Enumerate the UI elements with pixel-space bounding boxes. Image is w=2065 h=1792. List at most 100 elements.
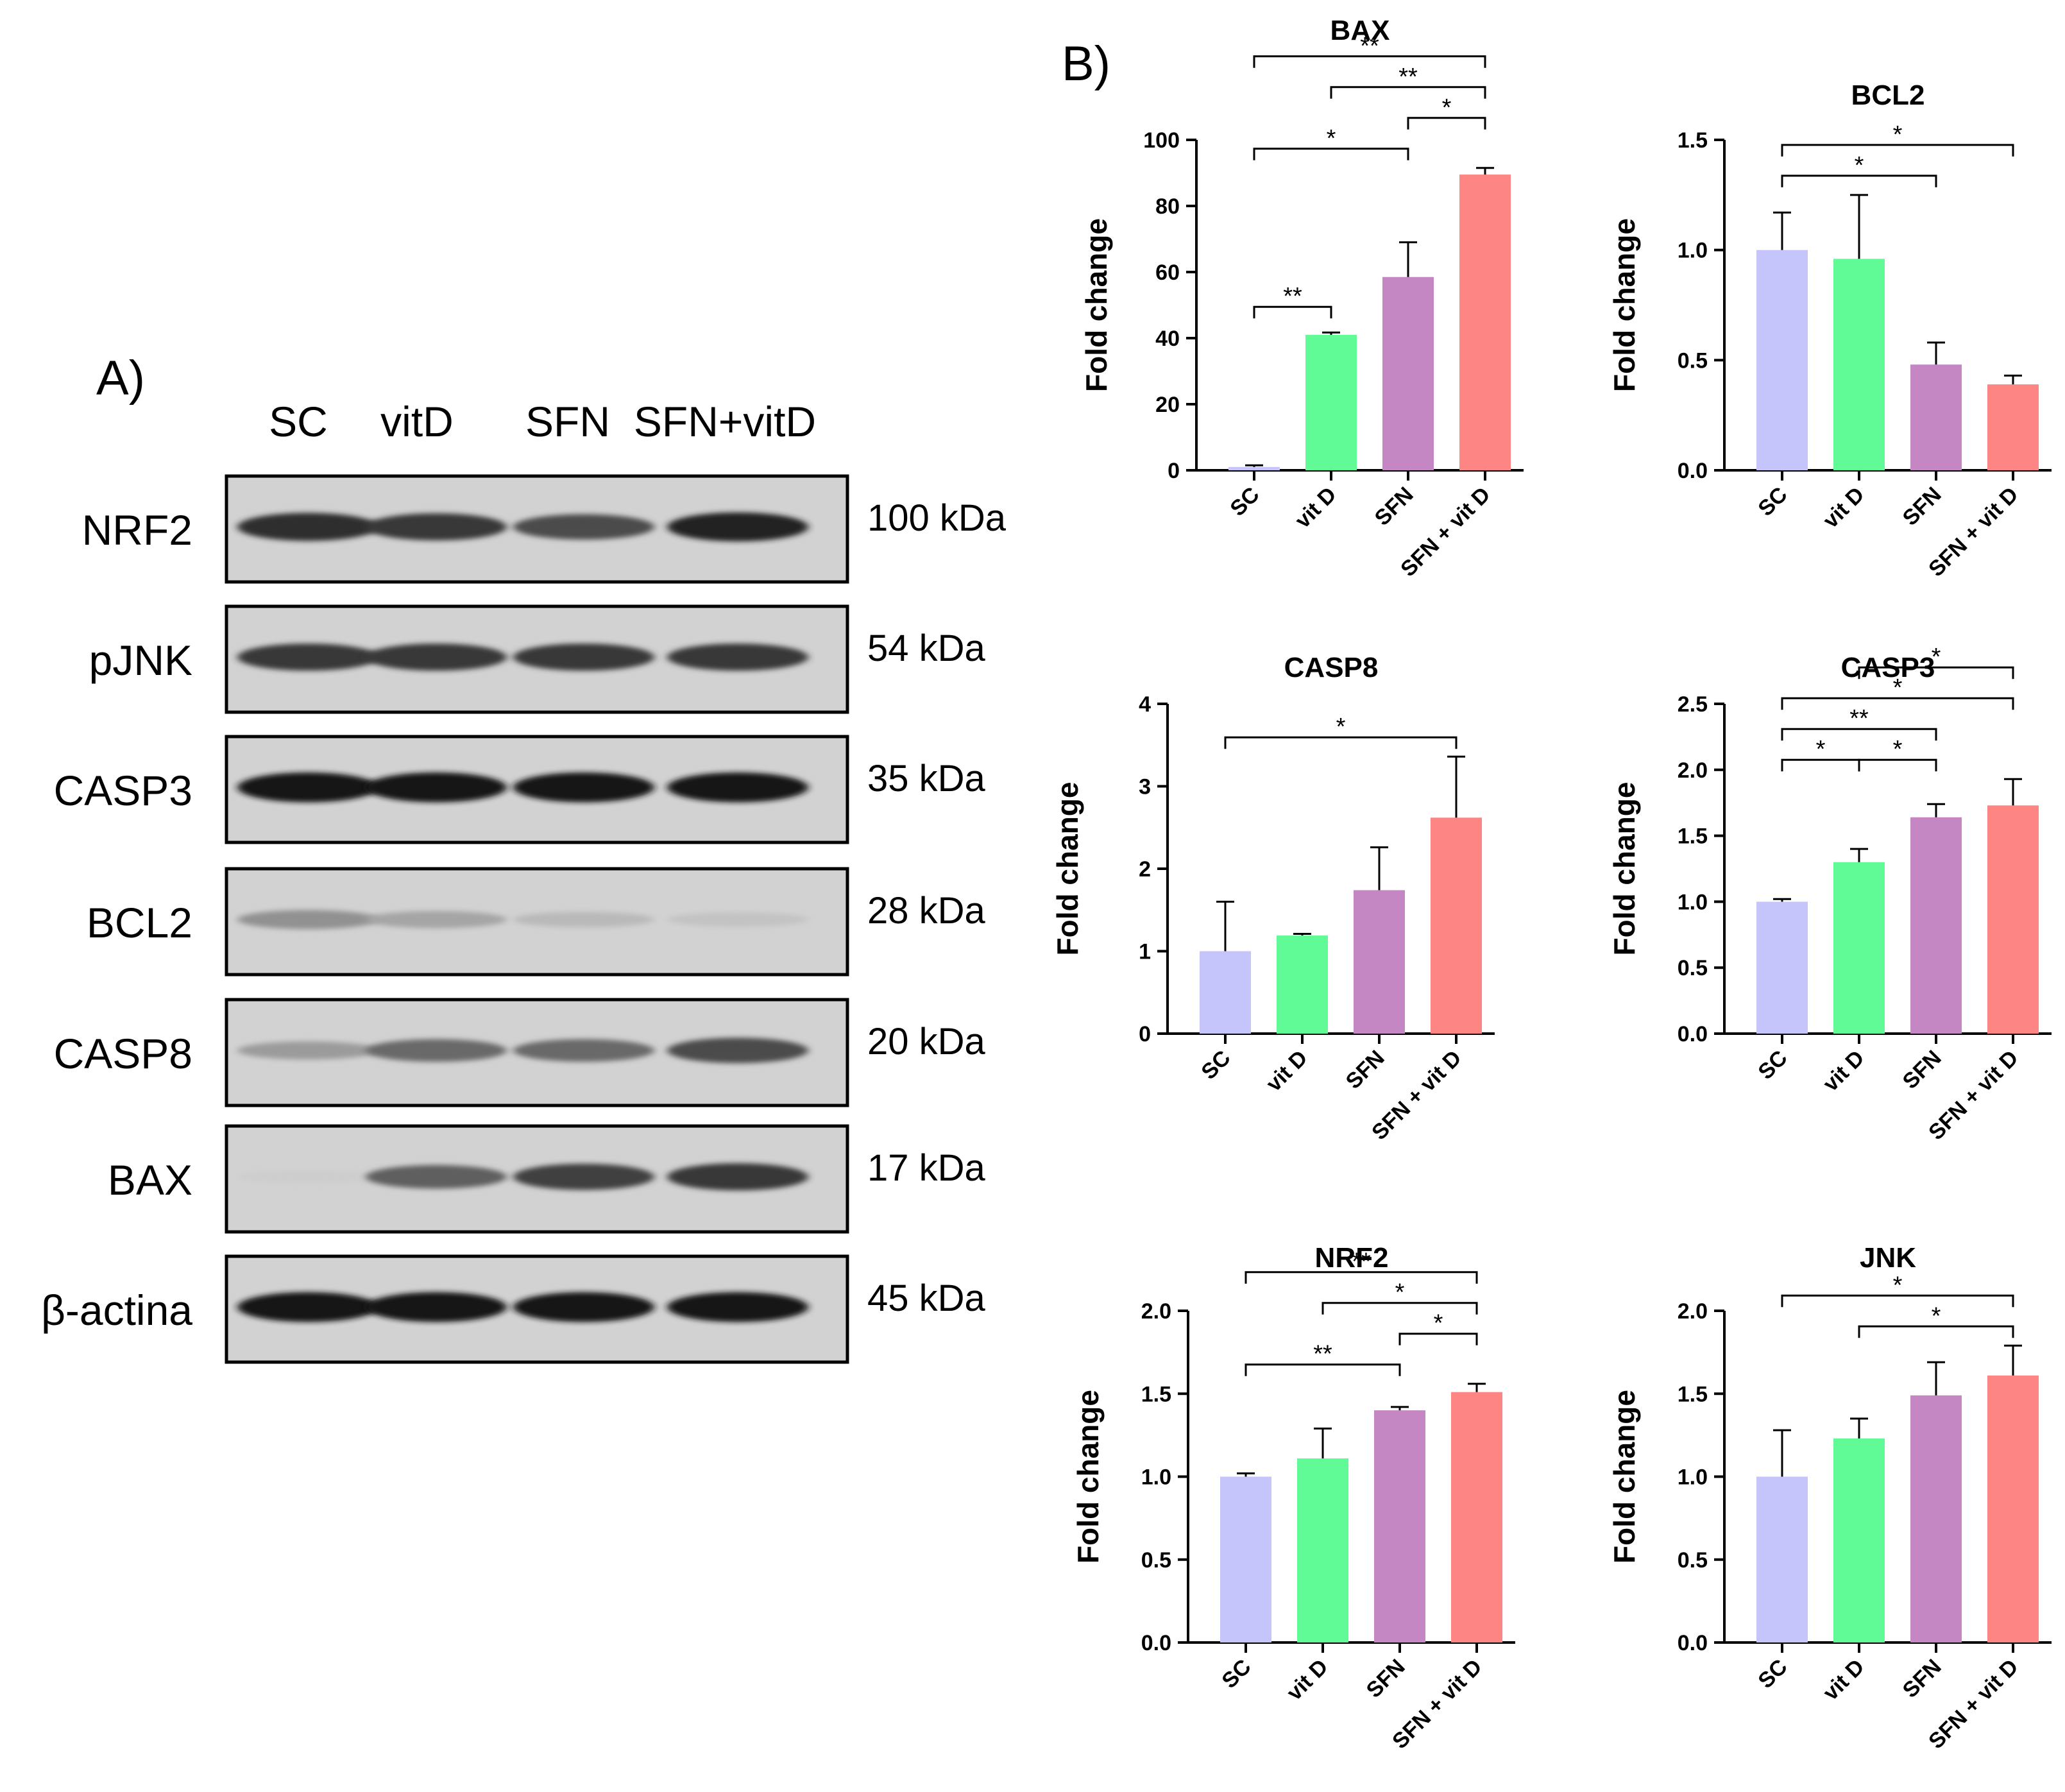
x-tick-label: vit D bbox=[1819, 1655, 1869, 1705]
bar bbox=[1374, 1410, 1425, 1643]
lane-labels: SC vitD SFN SFN+vitD bbox=[269, 398, 816, 445]
x-tick-label: vit D bbox=[1291, 482, 1341, 533]
significance-label: * bbox=[1327, 125, 1336, 152]
y-tick-label: 2.5 bbox=[1678, 692, 1708, 717]
lane-label: SFN bbox=[525, 398, 610, 445]
blot-size-label: 17 kDa bbox=[867, 1147, 986, 1189]
significance-label: * bbox=[1893, 736, 1903, 763]
y-axis-label: Fold change bbox=[1608, 1390, 1641, 1564]
y-tick-label: 0.5 bbox=[1678, 348, 1708, 373]
significance-bracket bbox=[1253, 148, 1409, 160]
x-tick-label: vit D bbox=[1819, 482, 1869, 533]
significance-label: * bbox=[1893, 121, 1903, 148]
significance-label: ** bbox=[1283, 283, 1302, 310]
significance-label: ** bbox=[1352, 1249, 1371, 1276]
y-tick-label: 0 bbox=[1139, 1022, 1151, 1046]
lane-label: SC bbox=[269, 398, 328, 445]
blot-band bbox=[513, 1292, 654, 1322]
blot-nrf2: NRF2 100 kDa bbox=[82, 474, 1007, 584]
blot-band bbox=[513, 1163, 654, 1190]
y-tick-label: 1.5 bbox=[1678, 128, 1708, 153]
y-tick-label: 20 bbox=[1155, 393, 1180, 417]
blot-protein-label: BAX bbox=[108, 1156, 192, 1204]
blot-band bbox=[667, 643, 808, 671]
y-tick-label: 0 bbox=[1168, 459, 1180, 483]
blot-band bbox=[513, 912, 654, 928]
y-tick-label: 2.0 bbox=[1678, 1299, 1708, 1324]
blot-protein-label: NRF2 bbox=[82, 506, 192, 554]
bar bbox=[1200, 951, 1251, 1034]
y-tick-label: 0.0 bbox=[1678, 1631, 1708, 1655]
blot-size-label: 54 kDa bbox=[867, 627, 986, 669]
blot-band bbox=[667, 912, 808, 927]
y-tick-label: 60 bbox=[1155, 260, 1180, 285]
significance-label: * bbox=[1855, 152, 1864, 179]
blot-size-label: 35 kDa bbox=[867, 758, 986, 799]
significance-label: ** bbox=[1360, 33, 1379, 60]
blot-band bbox=[366, 1292, 507, 1322]
blot-bcl2: BCL2 28 kDa bbox=[87, 867, 986, 977]
blot-band bbox=[667, 1292, 808, 1322]
significance-bracket bbox=[1858, 1325, 2014, 1338]
blot-band bbox=[237, 513, 378, 542]
bar bbox=[1297, 1458, 1348, 1643]
chart-title: BCL2 bbox=[1851, 80, 1925, 111]
bar bbox=[1382, 277, 1434, 470]
blot-band bbox=[667, 1037, 808, 1063]
bar bbox=[1305, 334, 1357, 470]
chart-nrf2: NRF2 Fold change 0.0 0.5 1.0 1.5 2.0 SC vit D SFN… bbox=[1071, 1242, 1515, 1754]
significance-bracket bbox=[1781, 144, 2014, 157]
y-tick-label: 2 bbox=[1139, 857, 1151, 882]
blot-band bbox=[667, 772, 808, 803]
significance-label: * bbox=[1893, 1272, 1903, 1299]
significance-label: * bbox=[1816, 736, 1826, 763]
blot-protein-label: pJNK bbox=[89, 636, 192, 684]
significance-label: * bbox=[1395, 1279, 1405, 1306]
significance-bracket bbox=[1407, 117, 1486, 130]
blot-band bbox=[513, 643, 654, 671]
blot-band bbox=[667, 1163, 808, 1191]
blot-protein-label: β-actina bbox=[41, 1286, 192, 1334]
y-tick-label: 4 bbox=[1139, 692, 1151, 717]
blot-casp3: CASP3 35 kDa bbox=[54, 735, 986, 844]
x-tick-label: SFN bbox=[1898, 1655, 1946, 1703]
blot-protein-label: BCL2 bbox=[87, 899, 192, 946]
significance-label: * bbox=[1932, 1302, 1941, 1329]
y-tick-label: 2.0 bbox=[1141, 1299, 1171, 1324]
bar bbox=[1756, 250, 1808, 470]
blot-strips: NRF2 100 kDa pJNK 54 kDa CASP3 35 kDa BCL2 28 k… bbox=[41, 474, 1007, 1364]
bar bbox=[1910, 817, 1962, 1034]
chart-title: JNK bbox=[1860, 1242, 1916, 1274]
panel-a-western-blot: A) SC vitD SFN SFN+vitD NRF2 100 kDa pJNK 54 k… bbox=[41, 351, 1007, 1364]
bar bbox=[1756, 901, 1808, 1034]
lane-label: vitD bbox=[380, 398, 454, 445]
y-axis-label: Fold change bbox=[1608, 782, 1641, 956]
y-tick-label: 1.0 bbox=[1678, 239, 1708, 263]
bar bbox=[1228, 466, 1280, 470]
panel-b-label: B) bbox=[1062, 37, 1110, 91]
y-axis-label: Fold change bbox=[1080, 218, 1113, 392]
x-tick-label: SFN bbox=[1898, 1046, 1946, 1094]
x-tick-label: SFN bbox=[1341, 1046, 1389, 1094]
significance-label: * bbox=[1434, 1310, 1443, 1337]
y-tick-label: 1.0 bbox=[1678, 890, 1708, 914]
bar bbox=[1987, 1375, 2039, 1643]
blot-size-label: 20 kDa bbox=[867, 1021, 986, 1062]
y-tick-label: 3 bbox=[1139, 775, 1151, 799]
significance-label: ** bbox=[1849, 705, 1869, 732]
blot-band bbox=[237, 772, 378, 803]
significance-label: * bbox=[1442, 94, 1452, 121]
x-tick-label: SC bbox=[1217, 1655, 1255, 1693]
significance-label: ** bbox=[1398, 64, 1418, 90]
blot-size-label: 45 kDa bbox=[867, 1277, 986, 1319]
significance-bracket bbox=[1781, 175, 1937, 187]
bar bbox=[1354, 890, 1405, 1034]
significance-label: * bbox=[1893, 674, 1903, 701]
y-tick-label: 0.5 bbox=[1678, 1548, 1708, 1573]
bar bbox=[1910, 1395, 1962, 1643]
